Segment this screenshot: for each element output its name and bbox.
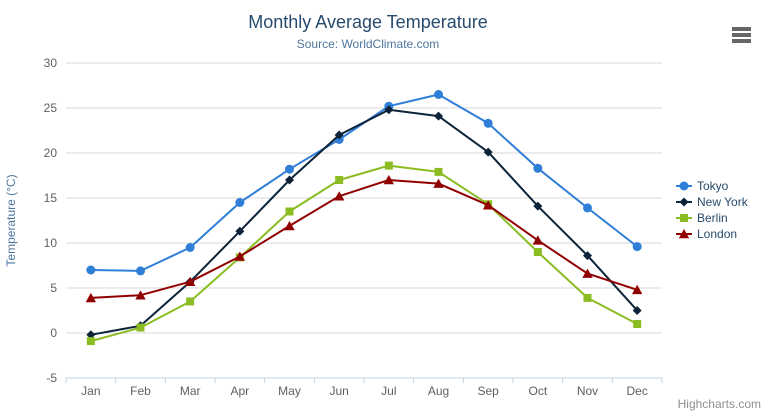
data-point-london[interactable] — [631, 284, 643, 295]
data-point-berlin[interactable] — [583, 293, 592, 302]
x-axis-label: Sep — [477, 384, 499, 398]
x-axis-label: Feb — [130, 384, 151, 398]
legend-marker-new-york[interactable] — [679, 197, 689, 207]
legend-label: New York — [697, 195, 749, 209]
data-point-london[interactable] — [482, 200, 494, 210]
data-point-new-york[interactable] — [285, 175, 294, 185]
data-point-tokyo[interactable] — [136, 266, 145, 276]
x-axis-label: Dec — [626, 384, 647, 398]
y-axis-label: 30 — [44, 56, 58, 70]
data-point-london[interactable] — [284, 220, 295, 231]
data-point-london[interactable] — [582, 268, 593, 278]
data-point-london[interactable] — [433, 178, 444, 188]
data-point-new-york[interactable] — [235, 226, 245, 236]
data-point-tokyo[interactable] — [483, 118, 493, 128]
series-new-york[interactable] — [86, 105, 642, 340]
data-point-tokyo[interactable] — [86, 265, 96, 275]
x-axis-label: Jun — [329, 384, 348, 398]
context-menu-button[interactable] — [730, 25, 753, 45]
data-point-new-york[interactable] — [384, 105, 394, 115]
x-axis-label: Apr — [230, 384, 249, 398]
credits-link[interactable]: Highcharts.com — [677, 397, 761, 411]
y-axis-label: 5 — [50, 281, 57, 295]
data-point-berlin[interactable] — [86, 337, 95, 346]
y-axis-label: -5 — [46, 371, 57, 385]
data-point-tokyo[interactable] — [632, 242, 642, 252]
data-point-new-york[interactable] — [434, 111, 443, 121]
legend-marker-berlin[interactable] — [680, 214, 688, 222]
data-point-london[interactable] — [333, 191, 345, 201]
x-axis-label: Oct — [528, 384, 547, 398]
y-axis-label: 10 — [44, 236, 58, 250]
data-point-new-york[interactable] — [334, 130, 344, 140]
x-axis-label: Jul — [381, 384, 396, 398]
data-point-berlin[interactable] — [633, 320, 642, 328]
data-point-london[interactable] — [234, 251, 246, 261]
data-point-berlin[interactable] — [335, 176, 344, 184]
data-point-tokyo[interactable] — [285, 164, 294, 174]
series-line-berlin — [90, 164, 638, 343]
data-point-tokyo[interactable] — [533, 163, 543, 173]
data-point-london[interactable] — [184, 276, 196, 286]
hamburger-icon — [732, 27, 751, 31]
y-axis-label: 15 — [44, 191, 58, 205]
y-axis-title: Temperature (°C) — [4, 174, 18, 266]
data-point-new-york[interactable] — [533, 201, 543, 211]
x-axis-label: May — [278, 384, 301, 398]
data-point-tokyo[interactable] — [185, 243, 195, 252]
x-axis-label: Mar — [180, 384, 201, 398]
data-point-tokyo[interactable] — [434, 90, 443, 99]
data-point-new-york[interactable] — [483, 147, 493, 157]
data-point-berlin[interactable] — [285, 207, 294, 216]
legend-marker-london[interactable] — [678, 229, 690, 239]
chart-subtitle: Source: WorldClimate.com — [296, 37, 440, 51]
data-point-tokyo[interactable] — [583, 203, 592, 213]
hamburger-icon — [732, 39, 751, 43]
legend-item-london[interactable]: London — [676, 227, 737, 241]
series-london[interactable] — [85, 175, 643, 303]
data-point-berlin[interactable] — [136, 323, 145, 332]
data-point-new-york[interactable] — [632, 306, 642, 315]
data-point-berlin[interactable] — [384, 161, 393, 170]
y-axis-label: 0 — [50, 326, 57, 340]
data-point-london[interactable] — [135, 290, 146, 300]
series-tokyo[interactable] — [86, 90, 642, 276]
x-axis-label: Aug — [428, 384, 449, 398]
legend-label: Tokyo — [697, 179, 729, 193]
series-line-tokyo — [90, 93, 638, 272]
legend-marker-tokyo[interactable] — [679, 181, 689, 191]
legend-item-new-york[interactable]: New York — [676, 195, 749, 209]
y-axis-label: 25 — [44, 101, 58, 115]
hamburger-icon — [732, 33, 751, 37]
data-point-london[interactable] — [85, 292, 97, 303]
legend-item-berlin[interactable]: Berlin — [676, 211, 728, 225]
data-point-berlin[interactable] — [533, 248, 542, 256]
data-point-london[interactable] — [532, 235, 544, 245]
series-line-new-york — [90, 108, 638, 336]
y-axis-label: 20 — [44, 146, 58, 160]
legend-label: London — [697, 227, 737, 241]
series-line-london — [90, 179, 638, 299]
data-point-berlin[interactable] — [186, 297, 195, 306]
data-point-berlin[interactable] — [434, 167, 443, 176]
x-axis-label: Jan — [81, 384, 100, 398]
x-axis-label: Nov — [577, 384, 598, 398]
data-point-new-york[interactable] — [86, 330, 96, 340]
legend-label: Berlin — [697, 211, 728, 225]
data-point-new-york[interactable] — [583, 251, 592, 261]
legend-item-tokyo[interactable]: Tokyo — [676, 179, 729, 193]
data-point-london[interactable] — [383, 175, 395, 185]
data-point-tokyo[interactable] — [235, 198, 245, 207]
chart-title: Monthly Average Temperature — [248, 12, 488, 32]
